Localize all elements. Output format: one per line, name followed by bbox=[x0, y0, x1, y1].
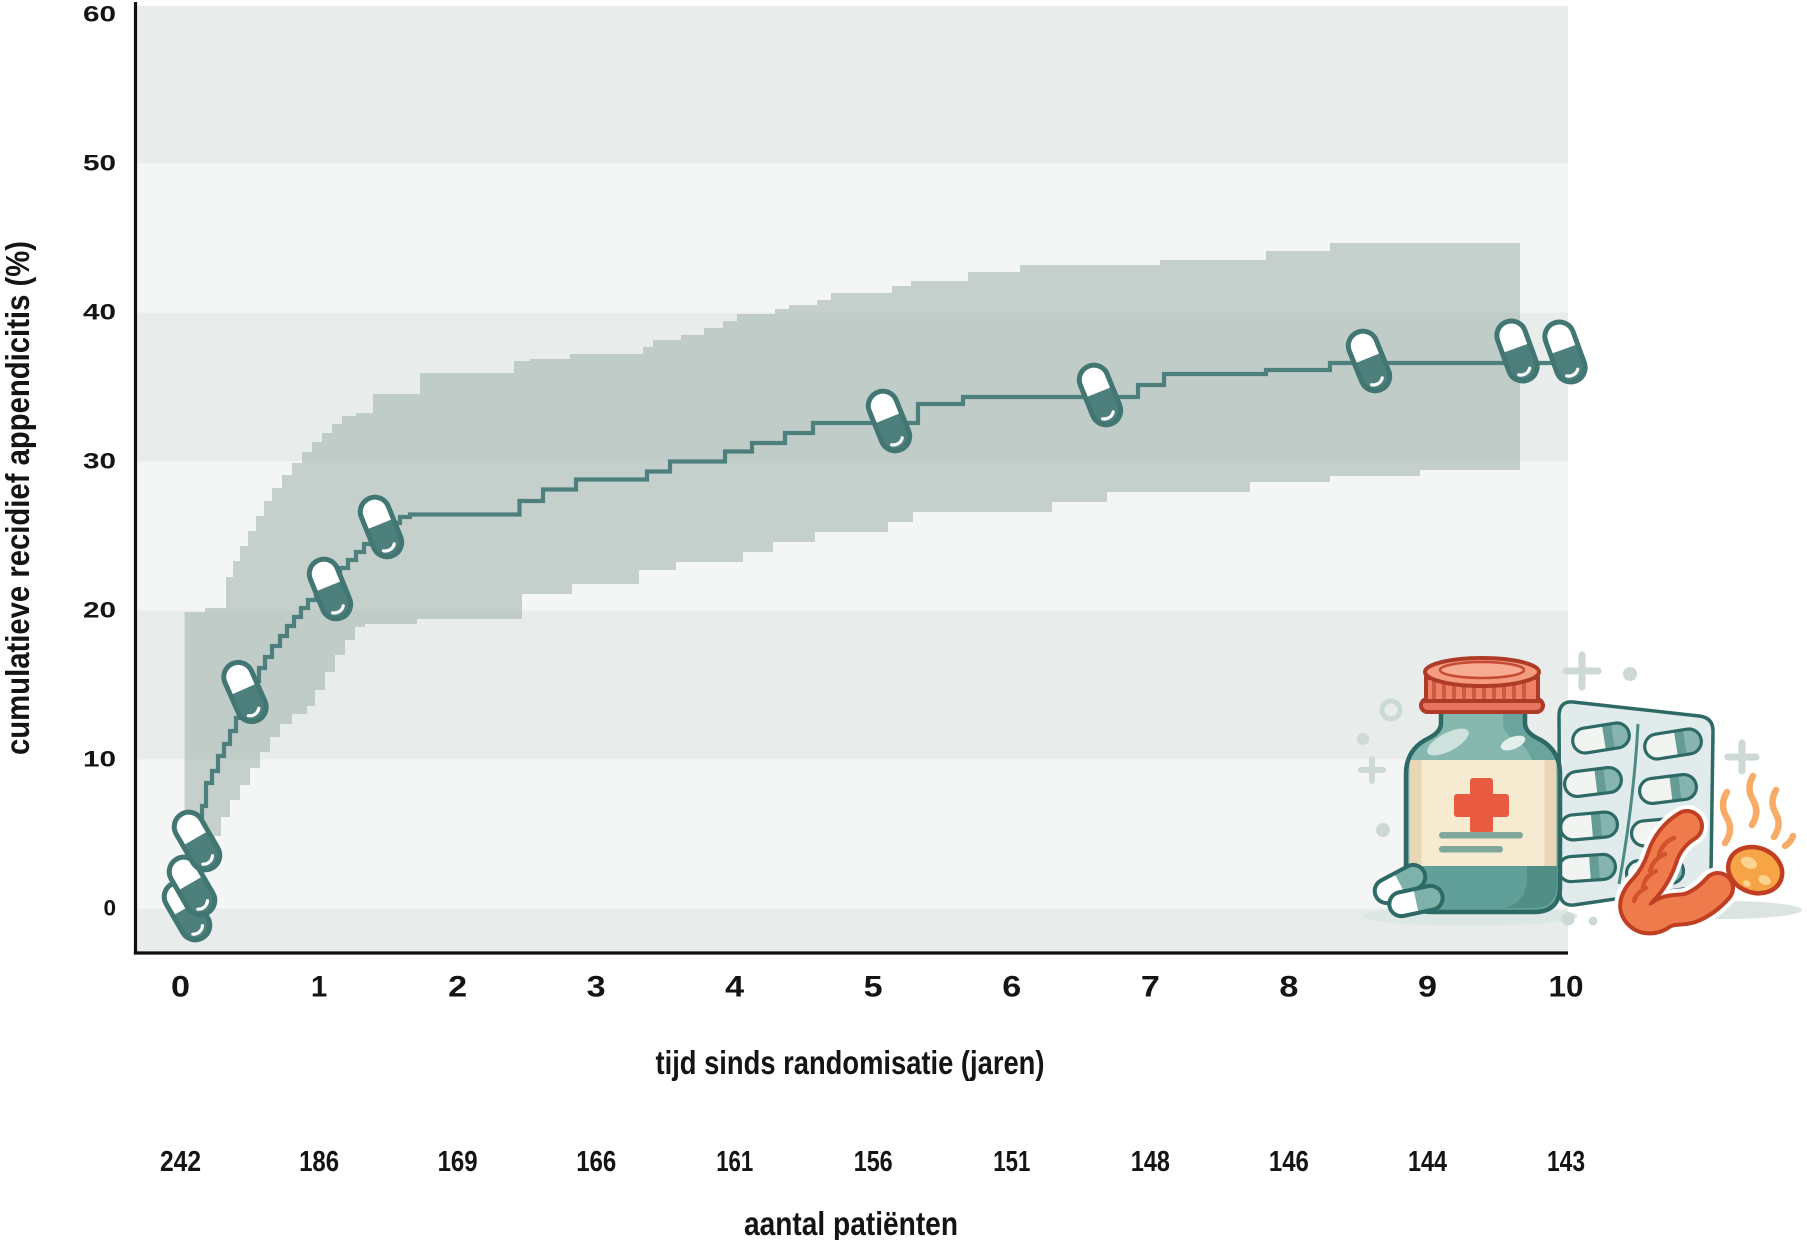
svg-text:20: 20 bbox=[83, 598, 116, 623]
svg-text:242: 242 bbox=[160, 1146, 201, 1178]
svg-text:30: 30 bbox=[83, 449, 116, 474]
svg-text:cumulatieve recidief appendici: cumulatieve recidief appendicitis (%) bbox=[0, 241, 36, 755]
svg-text:0: 0 bbox=[103, 896, 116, 921]
svg-text:4: 4 bbox=[725, 971, 745, 1004]
svg-text:166: 166 bbox=[576, 1146, 616, 1178]
svg-text:161: 161 bbox=[716, 1146, 753, 1178]
svg-text:tijd sinds randomisatie (jaren: tijd sinds randomisatie (jaren) bbox=[656, 1044, 1045, 1081]
svg-text:151: 151 bbox=[993, 1146, 1030, 1178]
svg-text:143: 143 bbox=[1547, 1146, 1585, 1178]
svg-text:aantal patiënten: aantal patiënten bbox=[744, 1205, 958, 1240]
svg-text:156: 156 bbox=[854, 1146, 893, 1178]
svg-text:60: 60 bbox=[83, 2, 116, 27]
svg-text:146: 146 bbox=[1269, 1146, 1309, 1178]
svg-text:2: 2 bbox=[448, 971, 467, 1004]
svg-text:7: 7 bbox=[1141, 971, 1160, 1004]
svg-text:3: 3 bbox=[587, 971, 606, 1004]
svg-text:8: 8 bbox=[1279, 971, 1298, 1004]
svg-text:169: 169 bbox=[438, 1146, 478, 1178]
svg-text:186: 186 bbox=[299, 1146, 339, 1178]
svg-text:5: 5 bbox=[864, 971, 883, 1004]
svg-text:148: 148 bbox=[1131, 1146, 1170, 1178]
svg-text:6: 6 bbox=[1002, 971, 1021, 1004]
svg-text:9: 9 bbox=[1418, 971, 1437, 1004]
svg-text:1: 1 bbox=[311, 971, 327, 1004]
svg-text:40: 40 bbox=[83, 300, 116, 325]
svg-text:10: 10 bbox=[83, 747, 116, 772]
svg-text:50: 50 bbox=[83, 151, 116, 176]
svg-text:144: 144 bbox=[1408, 1146, 1447, 1178]
svg-text:0: 0 bbox=[171, 971, 190, 1004]
svg-text:10: 10 bbox=[1549, 971, 1584, 1004]
